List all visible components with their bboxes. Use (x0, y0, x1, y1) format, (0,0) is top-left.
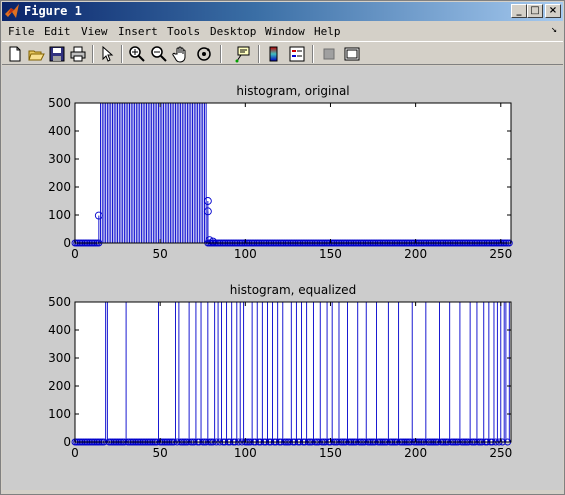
original-ytick-label: 0 (63, 236, 71, 250)
equalized-xtick-label: 100 (234, 446, 257, 460)
original-xtick-label: 50 (153, 247, 168, 261)
original-ytick-label: 300 (48, 152, 71, 166)
legend-icon[interactable] (288, 45, 306, 63)
original-marker (94, 211, 103, 220)
hide-plot-tools-icon[interactable] (320, 45, 338, 63)
equalized-ytick-label: 0 (63, 435, 71, 449)
menu-window[interactable]: Window (265, 25, 305, 38)
title-bar[interactable]: Figure 1 _ □ × (2, 2, 563, 21)
maximize-button[interactable]: □ (527, 4, 543, 18)
equalized-xtick-label: 200 (404, 446, 427, 460)
original-marker (209, 237, 217, 246)
toolbar-separator (220, 45, 222, 63)
original-xtick-label: 150 (319, 247, 342, 261)
pointer-icon[interactable] (98, 45, 116, 63)
print-icon[interactable] (69, 45, 87, 63)
zoom-out-icon[interactable] (150, 45, 168, 63)
toolbar-separator (92, 45, 94, 63)
original-marker (203, 197, 212, 205)
menu-file[interactable]: File (8, 25, 35, 38)
original-ytick-label: 100 (48, 208, 71, 222)
equalized-xtick-label: 50 (153, 446, 168, 460)
original-axes-frame (74, 102, 512, 244)
menu-view[interactable]: View (81, 25, 108, 38)
figure-toolbar (2, 41, 563, 65)
show-plot-tools-icon[interactable] (343, 45, 361, 63)
menu-tools[interactable]: Tools (167, 25, 201, 38)
colorbar-icon[interactable] (265, 45, 283, 63)
equalized-xtick-label: 0 (71, 446, 79, 460)
toolbar-separator (312, 45, 314, 63)
original-marker (205, 236, 214, 245)
original-ytick-label: 400 (48, 124, 71, 138)
toolbar-separator (258, 45, 260, 63)
matlab-logo-icon (5, 4, 19, 18)
dock-arrow-icon[interactable]: ↘ (550, 24, 557, 35)
equalized-axes-frame (74, 301, 512, 443)
menu-desktop[interactable]: Desktop (210, 25, 257, 38)
new-figure-icon[interactable] (6, 45, 24, 63)
equalized-xtick-label: 150 (319, 446, 342, 460)
close-button[interactable]: × (545, 4, 561, 18)
menu-help[interactable]: Help (314, 25, 341, 38)
equalized-title: histogram, equalized (230, 283, 356, 297)
equalized-ytick-label: 100 (48, 407, 71, 421)
original-xtick-label: 0 (71, 247, 79, 261)
pan-hand-icon[interactable] (172, 45, 190, 63)
equalized-axes-background (75, 302, 511, 442)
original-ytick-label: 500 (48, 96, 71, 110)
figure-plots: 0 50 100 150 200 2500100200300400500histogram… (48, 84, 513, 460)
save-icon[interactable] (48, 45, 66, 63)
equalized-ytick-label: 400 (48, 323, 71, 337)
menu-bar: File Edit View Insert Tools Desktop Wind… (2, 22, 563, 41)
menu-edit[interactable]: Edit (44, 25, 71, 38)
window-title: Figure 1 (24, 4, 82, 18)
figure-canvas: 0 50 100 150 200 250 0 100 200 300 400 500 histogram… (2, 66, 563, 490)
rotate-3d-icon[interactable] (195, 45, 213, 63)
open-file-icon[interactable] (27, 45, 45, 63)
original-xtick-label: 250 (489, 247, 512, 261)
equalized-xtick-label: 250 (489, 446, 512, 460)
toolbar-separator (121, 45, 123, 63)
data-cursor-icon[interactable] (234, 45, 252, 63)
original-xtick-label: 100 (234, 247, 257, 261)
menu-insert[interactable]: Insert (118, 25, 158, 38)
equalized-ytick-label: 300 (48, 351, 71, 365)
minimize-button[interactable]: _ (511, 4, 527, 18)
original-axes-background (75, 103, 511, 243)
original-xtick-label: 200 (404, 247, 427, 261)
zoom-in-icon[interactable] (128, 45, 146, 63)
equalized-ytick-label: 200 (48, 379, 71, 393)
original-title: histogram, original (236, 84, 349, 98)
equalized-ytick-label: 500 (48, 295, 71, 309)
original-ytick-label: 200 (48, 180, 71, 194)
